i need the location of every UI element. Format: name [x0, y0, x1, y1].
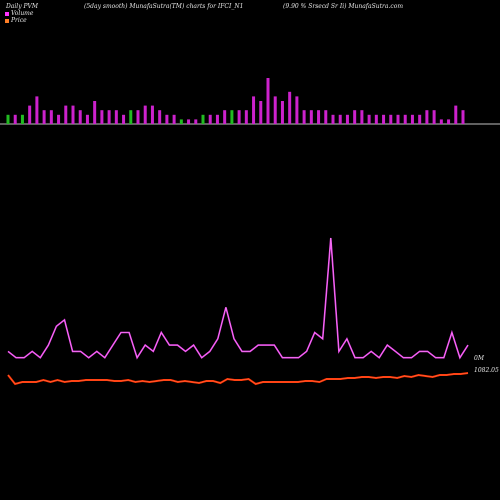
volume-bar: [288, 91, 292, 124]
volume-bar: [259, 101, 263, 124]
volume-bar: [331, 114, 335, 124]
volume-bar: [280, 101, 284, 124]
price-line-highlight: [7, 372, 469, 385]
volume-bar: [374, 114, 378, 124]
volume-bar: [71, 105, 75, 124]
legend-price-label: Price: [11, 17, 27, 24]
volume-bar: [194, 119, 198, 124]
volume-bar: [389, 114, 393, 124]
volume-bar: [136, 110, 140, 124]
volume-bar: [418, 114, 422, 124]
volume-bar: [396, 114, 400, 124]
volume-bar: [230, 110, 234, 124]
volume-bar: [295, 96, 299, 124]
volume-bar: [64, 105, 68, 124]
volume-bar: [179, 119, 183, 124]
volume-bar: [201, 114, 205, 124]
volume-bar: [57, 114, 61, 124]
volume-bar: [129, 110, 133, 124]
volume-bar: [447, 119, 451, 124]
volume-bar: [345, 114, 349, 124]
volume-bar: [425, 110, 429, 124]
volume-line: [7, 237, 469, 360]
volume-bar: [78, 110, 82, 124]
volume-bar: [302, 110, 306, 124]
volume-bar: [172, 114, 176, 124]
volume-bar: [208, 114, 212, 124]
volume-bar: [13, 114, 17, 124]
legend-volume: Volume: [5, 10, 33, 17]
volume-bar: [35, 96, 39, 124]
volume-bar: [317, 110, 321, 124]
volume-bar: [20, 114, 24, 124]
price-line: [7, 372, 469, 386]
volume-bar: [324, 110, 328, 124]
volume-bar: [382, 114, 386, 124]
volume-bar: [114, 110, 118, 124]
chart-title-middle: (5day smooth) MunafaSutra(TM) charts for…: [84, 3, 244, 10]
volume-bar: [309, 110, 313, 124]
volume-bar: [410, 114, 414, 124]
volume-bar: [49, 110, 53, 124]
legend-price: Price: [5, 17, 27, 24]
volume-bar: [353, 110, 357, 124]
volume-bar: [237, 110, 241, 124]
volume-bar: [158, 110, 162, 124]
volume-bar: [439, 119, 443, 124]
volume-bar: [6, 114, 10, 124]
volume-bar: [85, 114, 89, 124]
price-last-label: 1082.05: [474, 367, 499, 374]
volume-bar: [367, 114, 371, 124]
volume-bar: [93, 101, 97, 124]
volume-bar: [215, 114, 219, 124]
volume-bar: [165, 114, 169, 124]
volume-bar: [244, 110, 248, 124]
volume-bar: [150, 105, 154, 124]
volume-bar: [28, 105, 32, 124]
volume-bar: [122, 114, 126, 124]
volume-bar: [143, 105, 147, 124]
volume-bar: [252, 96, 256, 124]
volume-bar: [360, 110, 364, 124]
volume-last-label: 0M: [474, 355, 484, 362]
chart-title-left: Daily PVM: [6, 3, 39, 10]
legend-volume-swatch: [5, 11, 9, 16]
legend-price-swatch: [5, 18, 9, 23]
volume-line-highlight: [7, 237, 469, 359]
volume-bar: [454, 105, 458, 124]
volume-bar: [187, 119, 191, 124]
volume-bar: [223, 110, 227, 124]
volume-bar: [403, 114, 407, 124]
volume-bar: [266, 78, 270, 124]
volume-bar: [273, 96, 277, 124]
volume-bar: [42, 110, 46, 124]
chart-title-right: (9.90 % Srsecd Sr Ii) MunafaSutra.com: [283, 3, 404, 10]
legend-volume-label: Volume: [11, 10, 34, 17]
volume-bar: [338, 114, 342, 124]
volume-bar: [461, 110, 465, 124]
volume-bar: [107, 110, 111, 124]
volume-bar: [432, 110, 436, 124]
volume-bar: [100, 110, 104, 124]
